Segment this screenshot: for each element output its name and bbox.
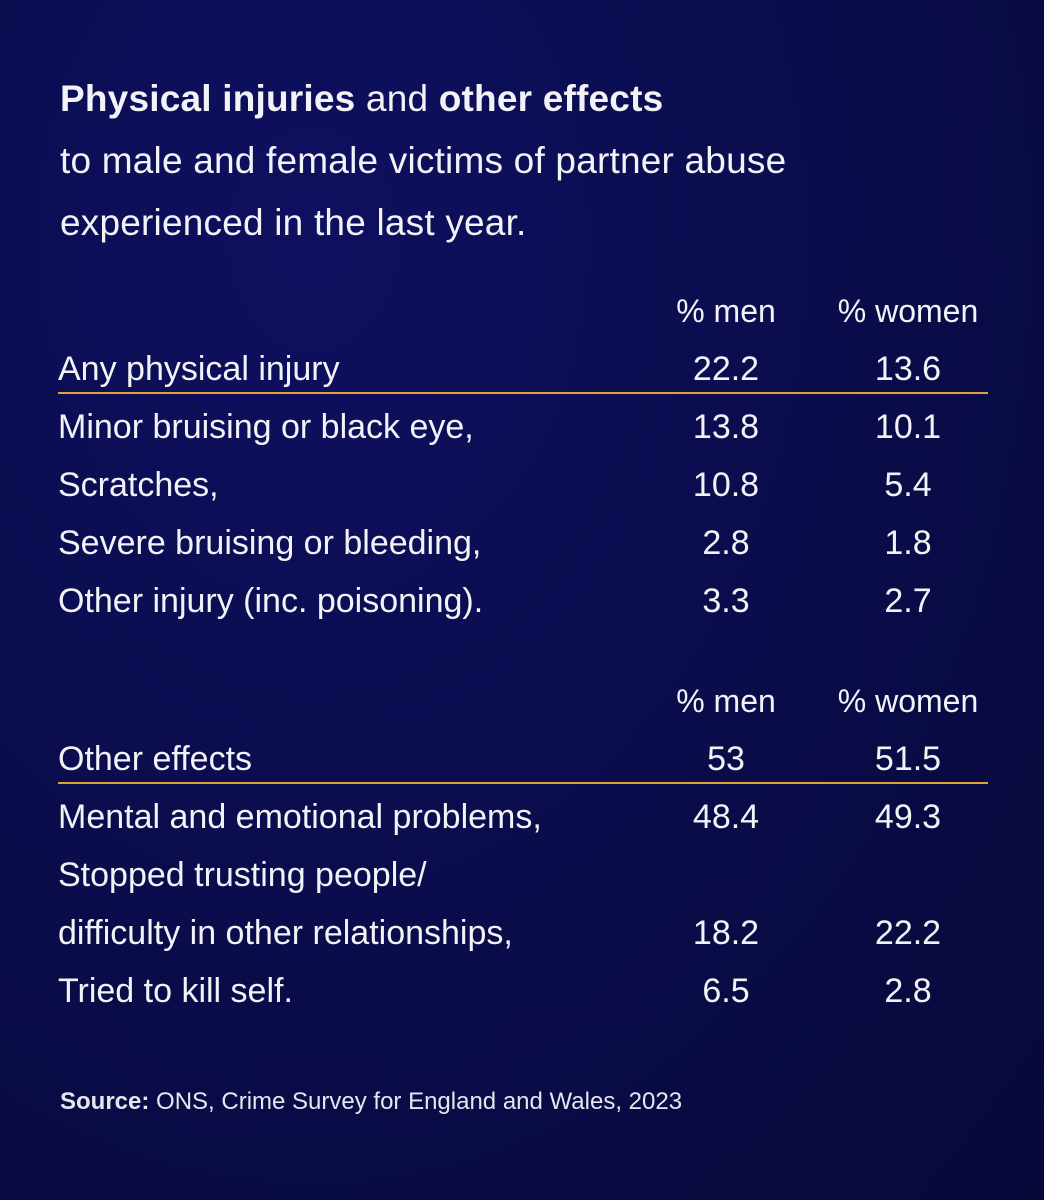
row-value-men: 10.8 [692,466,760,504]
row-value-women: 10.1 [874,408,942,446]
total-label: Any physical injury [58,350,340,388]
table-row: difficulty in other relationships, 18.2 22… [58,904,988,962]
column-header-men: % men [676,293,776,329]
row-label: Mental and emotional problems, [58,798,542,836]
row-value-women: 2.7 [884,582,932,620]
total-value-women: 51.5 [874,740,942,778]
source-text: ONS, Crime Survey for England and Wales,… [149,1088,683,1115]
title-line-2: to male and female victims of partner ab… [60,140,787,181]
row-value-men: 18.2 [692,914,760,952]
title-bold-effects: other effects [438,78,664,119]
column-header-men: % men [676,683,776,719]
row-label: Minor bruising or black eye, [58,408,474,446]
table-row: Other injury (inc. poisoning). 3.3 2.7 [58,572,988,630]
chart-title: Physical injuries and other effects to m… [60,68,1000,254]
table-row: Stopped trusting people/ [58,846,988,904]
title-bold-injuries: Physical injuries [60,78,356,119]
total-value-women: 13.6 [874,350,942,388]
column-header-row: % men % women [58,672,988,730]
row-value-women: 22.2 [874,914,942,952]
source-note: Source: ONS, Crime Survey for England an… [60,1088,682,1116]
row-value-men: 13.8 [692,408,760,446]
row-label: Severe bruising or bleeding, [58,524,482,562]
source-label: Source: [60,1088,150,1115]
row-value-women: 49.3 [874,798,942,836]
row-value-women: 1.8 [884,524,932,562]
table-row: Scratches, 10.8 5.4 [58,456,988,514]
table-row: Tried to kill self. 6.5 2.8 [58,962,988,1020]
title-line-1: Physical injuries and other effects [60,68,1000,130]
row-label: Stopped trusting people/ [58,856,427,894]
row-label: Scratches, [58,466,219,504]
total-row: Any physical injury 22.2 13.6 [58,340,988,398]
total-value-men: 53 [707,740,745,778]
table-row: Minor bruising or black eye, 13.8 10.1 [58,398,988,456]
row-label: Tried to kill self. [58,972,293,1010]
total-row: Other effects 53 51.5 [58,730,988,788]
row-value-women: 2.8 [884,972,932,1010]
row-value-men: 6.5 [702,972,750,1010]
row-value-women: 5.4 [884,466,932,504]
row-label: difficulty in other relationships, [58,914,513,952]
row-label: Other injury (inc. poisoning). [58,582,484,620]
table-row: Mental and emotional problems, 48.4 49.3 [58,788,988,846]
column-header-row: % men % women [58,282,988,340]
other-effects-table: % men % women Other effects 53 51.5 Mental an… [58,672,988,1020]
column-header-women: % women [837,683,979,719]
total-label: Other effects [58,740,253,778]
row-value-men: 3.3 [702,582,750,620]
total-value-men: 22.2 [692,350,760,388]
row-value-men: 48.4 [692,798,760,836]
physical-injuries-table: % men % women Any physical injury 22.2 13.6 M… [58,282,988,630]
title-line-3: experienced in the last year. [60,202,527,243]
title-and: and [355,78,439,119]
column-header-women: % women [837,293,979,329]
row-value-men: 2.8 [702,524,750,562]
table-row: Severe bruising or bleeding, 2.8 1.8 [58,514,988,572]
